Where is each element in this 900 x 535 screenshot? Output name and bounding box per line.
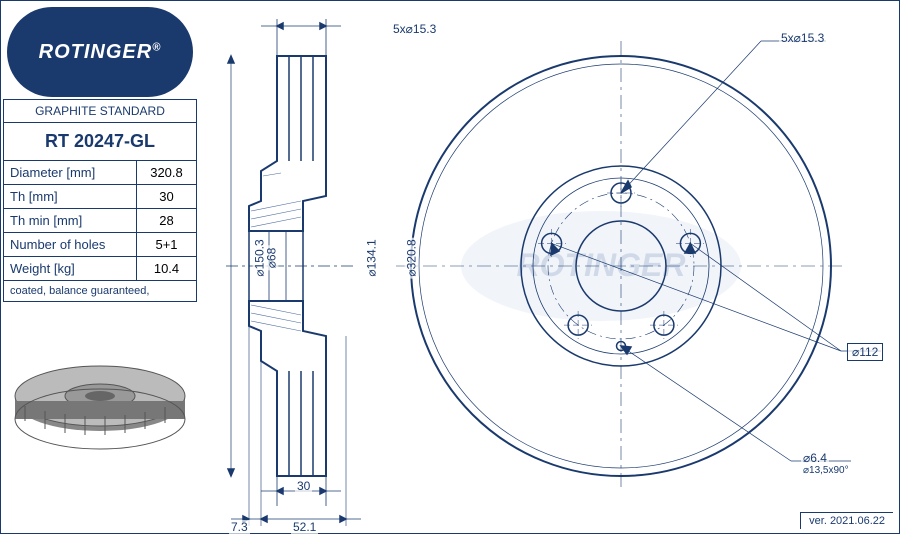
spec-header: GRAPHITE STANDARD [4,100,197,123]
table-row: Th [mm]30 [4,185,197,209]
spec-label: Number of holes [4,233,137,257]
table-row: Number of holes5+1 [4,233,197,257]
spec-value: 320.8 [137,161,197,185]
dim-bolt-pattern-2: 5x⌀15.3 [779,31,826,45]
disc-thumbnail [5,351,195,471]
part-number: RT 20247-GL [4,123,197,161]
spec-label: Th min [mm] [4,209,137,233]
dim-chamfer: ⌀13,5x90° [801,465,851,476]
dim-hub-dia3: ⌀134.1 [365,237,379,278]
spec-label: Diameter [mm] [4,161,137,185]
spec-value: 10.4 [137,257,197,281]
version-label: ver. 2021.06.22 [800,512,893,529]
brand-name: ROTINGER® [39,41,162,64]
spec-value: 28 [137,209,197,233]
section-view [226,19,361,526]
spec-note: coated, balance guaranteed, [4,281,197,302]
svg-text:ROTINGER: ROTINGER [517,247,686,283]
dim-outer-dia: ⌀320.8 [405,237,419,278]
table-row: Diameter [mm]320.8 [4,161,197,185]
dim-hub-dia2: ⌀68 [264,246,278,271]
spec-label: Weight [kg] [4,257,137,281]
spec-value: 30 [137,185,197,209]
spec-value: 5+1 [137,233,197,257]
dim-thickness: 30 [295,479,312,493]
dim-bolt-pattern: 5x⌀15.3 [391,22,438,36]
dim-center-hole: ⌀6.4 [801,451,829,465]
table-row: Th min [mm]28 [4,209,197,233]
dim-offset2: 52.1 [291,520,318,534]
spec-table: GRAPHITE STANDARD RT 20247-GL Diameter [… [3,99,197,302]
spec-label: Th [mm] [4,185,137,209]
technical-drawing: ROTINGER [201,1,900,535]
brand-logo: ROTINGER® [7,7,193,97]
dim-pcd: ⌀112 [847,343,883,361]
table-row: Weight [kg]10.4 [4,257,197,281]
dim-offset1: 7.3 [229,520,250,534]
